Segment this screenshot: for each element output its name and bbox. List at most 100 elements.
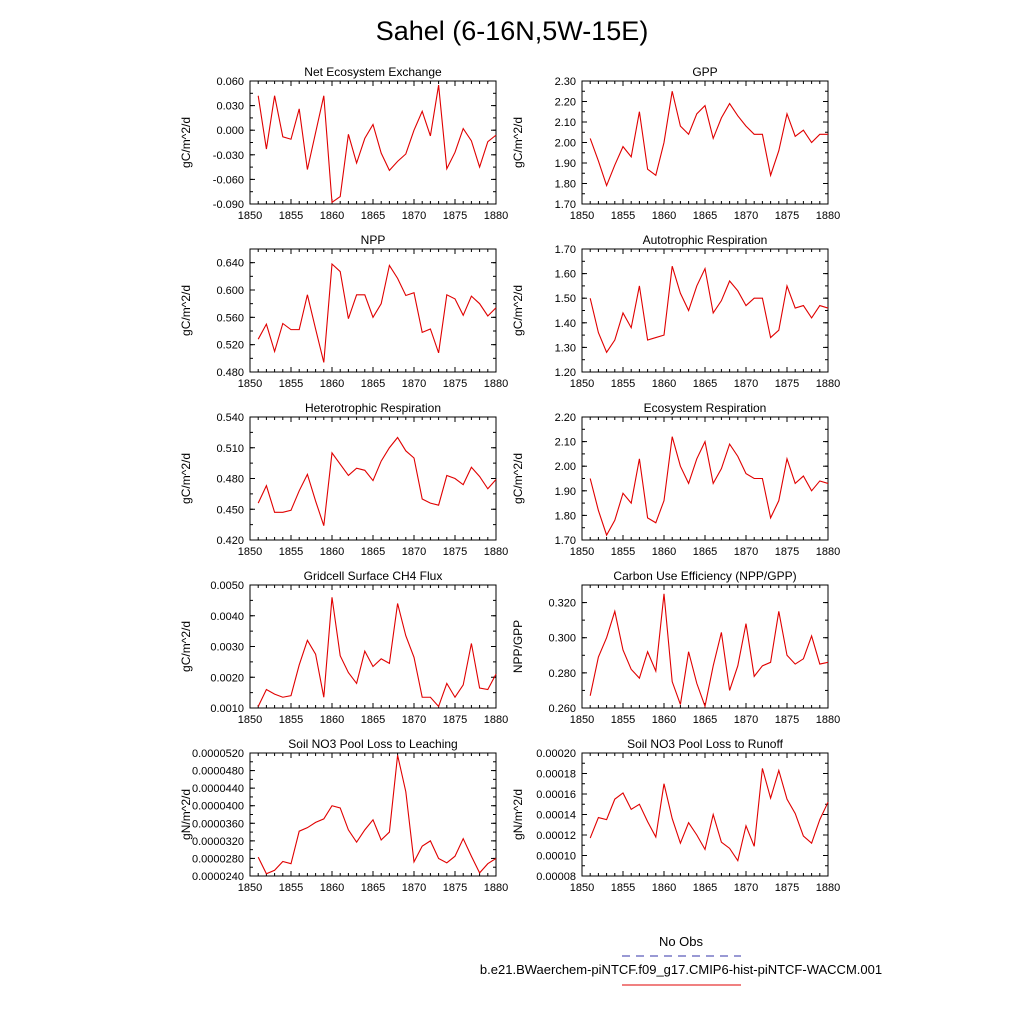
- x-tick-label: 1855: [611, 714, 635, 726]
- y-tick-label: 0.0000320: [192, 836, 244, 848]
- y-tick-label: 0.560: [216, 312, 244, 324]
- y-tick-label: 0.520: [216, 340, 244, 352]
- x-tick-label: 1870: [402, 210, 426, 222]
- x-tick-label: 1870: [734, 210, 758, 222]
- y-tick-label: 2.30: [555, 76, 576, 88]
- x-tick-label: 1880: [816, 714, 840, 726]
- x-tick-label: 1875: [443, 882, 467, 894]
- y-tick-label: 0.00014: [536, 810, 576, 822]
- y-axis-label: gC/m^2/d: [179, 285, 193, 336]
- panel-ecosystem-respiration: Ecosystem Respiration gC/m^2/d 1850 1855 186…: [511, 401, 840, 558]
- x-tick-label: 1855: [279, 714, 303, 726]
- y-tick-label: 0.0040: [210, 611, 244, 623]
- x-tick-label: 1870: [402, 546, 426, 558]
- y-axis-label: gC/m^2/d: [511, 453, 525, 504]
- y-axis-label: gC/m^2/d: [511, 285, 525, 336]
- y-tick-label: 2.20: [555, 97, 576, 109]
- y-tick-label: 1.70: [555, 535, 576, 547]
- panel-title: Carbon Use Efficiency (NPP/GPP): [613, 569, 796, 583]
- series-line-gpp: [589, 91, 828, 188]
- x-tick-label: 1850: [238, 546, 262, 558]
- y-tick-label: 1.40: [555, 318, 576, 330]
- panel-title: Autotrophic Respiration: [643, 233, 768, 247]
- y-tick-label: 1.50: [555, 293, 576, 305]
- x-tick-label: 1870: [734, 378, 758, 390]
- legend-obs-label: No Obs: [659, 934, 704, 949]
- x-tick-label: 1850: [570, 378, 594, 390]
- y-tick-label: 0.450: [216, 504, 244, 516]
- y-tick-label: 0.00012: [536, 830, 576, 842]
- x-tick-label: 1860: [320, 210, 344, 222]
- x-tick-label: 1880: [484, 210, 508, 222]
- panel-title: GPP: [692, 65, 717, 79]
- x-tick-label: 1860: [652, 546, 676, 558]
- x-tick-label: 1870: [734, 546, 758, 558]
- plot-frame: [249, 248, 497, 373]
- x-tick-label: 1850: [238, 378, 262, 390]
- x-tick-label: 1855: [611, 210, 635, 222]
- y-tick-label: 0.0000360: [192, 818, 244, 830]
- panel-autotrophic-respiration: Autotrophic Respiration gC/m^2/d 1850 1855 1…: [511, 233, 840, 390]
- y-tick-label: 2.20: [555, 412, 576, 424]
- x-tick-label: 1880: [484, 378, 508, 390]
- x-tick-label: 1875: [775, 210, 799, 222]
- y-tick-label: 0.540: [216, 412, 244, 424]
- panel-title: Gridcell Surface CH4 Flux: [304, 569, 443, 583]
- y-tick-label: 0.320: [548, 598, 576, 610]
- series-line-ecosystem-respiration: [589, 436, 829, 537]
- y-tick-label: 2.00: [555, 461, 576, 473]
- y-tick-label: 0.600: [216, 285, 244, 297]
- x-tick-label: 1870: [402, 714, 426, 726]
- x-tick-label: 1850: [238, 882, 262, 894]
- y-axis-label: gC/m^2/d: [179, 621, 193, 672]
- y-tick-label: 0.0050: [210, 580, 244, 592]
- y-tick-label: 0.00018: [536, 769, 576, 781]
- x-tick-label: 1860: [652, 210, 676, 222]
- plot-frame: [249, 584, 497, 709]
- x-tick-label: 1880: [816, 210, 840, 222]
- y-tick-label: 1.90: [555, 486, 576, 498]
- y-tick-label: 2.00: [555, 138, 576, 150]
- plot-frame: [249, 416, 497, 541]
- panel-gpp: GPP gC/m^2/d 1850 1855 1860 1865 1870 1875 1880 1…: [511, 65, 840, 222]
- x-tick-label: 1855: [279, 546, 303, 558]
- x-tick-label: 1855: [279, 210, 303, 222]
- panel-carbon-use-efficiency-npp-gpp: Carbon Use Efficiency (NPP/GPP) NPP/GPP 18…: [511, 569, 840, 726]
- y-axis-label: gC/m^2/d: [511, 117, 525, 168]
- x-tick-label: 1860: [320, 714, 344, 726]
- x-tick-label: 1875: [443, 378, 467, 390]
- y-tick-label: 0.420: [216, 535, 244, 547]
- panel-soil-no3-pool-loss-to-runoff: Soil NO3 Pool Loss to Runoff gN/m^2/d 1850…: [511, 737, 840, 894]
- y-tick-label: 0.0020: [210, 672, 244, 684]
- page-title: Sahel (6-16N,5W-15E): [376, 16, 649, 46]
- x-tick-label: 1870: [734, 882, 758, 894]
- x-tick-label: 1865: [361, 714, 385, 726]
- y-tick-label: 0.030: [216, 101, 244, 113]
- plot-frame: [581, 80, 829, 205]
- y-tick-label: 0.510: [216, 443, 244, 455]
- y-tick-label: 1.80: [555, 179, 576, 191]
- series-line-soil-no3-pool-loss-to-runoff: [589, 768, 829, 862]
- y-tick-label: 0.060: [216, 76, 244, 88]
- y-tick-label: 0.0000240: [192, 871, 244, 883]
- x-tick-label: 1850: [238, 210, 262, 222]
- y-tick-label: 1.70: [555, 199, 576, 211]
- x-tick-label: 1875: [775, 882, 799, 894]
- series-line-npp: [257, 262, 497, 363]
- panel-net-ecosystem-exchange: Net Ecosystem Exchange gC/m^2/d 1850 1855 18…: [179, 65, 508, 222]
- plot-frame: [249, 752, 497, 877]
- y-tick-label: 1.90: [555, 158, 576, 170]
- y-tick-label: 0.0000440: [192, 783, 244, 795]
- x-tick-label: 1880: [484, 714, 508, 726]
- y-tick-label: 0.640: [216, 258, 244, 270]
- panel-title: Soil NO3 Pool Loss to Leaching: [288, 737, 457, 751]
- x-tick-label: 1860: [652, 378, 676, 390]
- y-tick-label: 0.00010: [536, 851, 576, 863]
- y-tick-label: 2.10: [555, 437, 576, 449]
- x-tick-label: 1860: [320, 546, 344, 558]
- y-tick-label: 0.0010: [210, 703, 244, 715]
- x-tick-label: 1880: [816, 378, 840, 390]
- x-tick-label: 1860: [320, 882, 344, 894]
- panel-heterotrophic-respiration: Heterotrophic Respiration gC/m^2/d 1850 185…: [179, 401, 508, 558]
- y-axis-label: gN/m^2/d: [179, 789, 193, 840]
